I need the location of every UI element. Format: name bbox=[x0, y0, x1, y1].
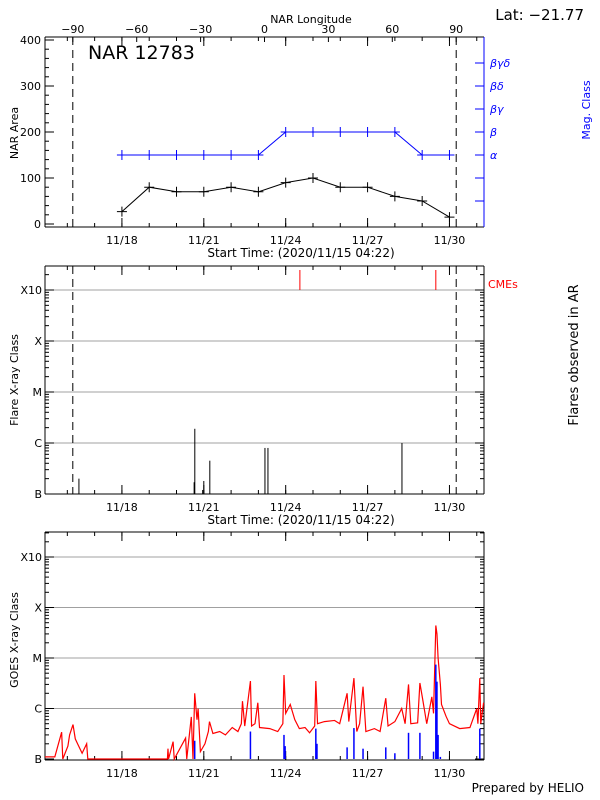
area-data-point bbox=[362, 182, 373, 193]
mag-class-data-point bbox=[280, 127, 291, 137]
flare-panel-tick-label: 11/18 bbox=[106, 501, 138, 514]
goes-panel-y-tick-label: X10 bbox=[20, 551, 42, 564]
area-y-tick-label: 0 bbox=[34, 218, 41, 231]
flare-panel-y-tick-label: X bbox=[34, 335, 42, 348]
mag-class-data-point bbox=[389, 127, 400, 137]
mag-class-data-point bbox=[335, 127, 346, 137]
area-panel-tick-label: 11/30 bbox=[434, 234, 466, 247]
area-data-point bbox=[389, 191, 400, 202]
longitude-tick-label: −60 bbox=[125, 23, 148, 36]
goes-panel-tick-label: 11/24 bbox=[270, 767, 302, 780]
area-panel-tick-label: 11/21 bbox=[188, 234, 220, 247]
region-title: NAR 12783 bbox=[88, 42, 195, 64]
flare-panel-y-tick-label: B bbox=[34, 488, 42, 501]
mag-class-tick-label: β bbox=[489, 126, 497, 139]
mag-class-data-point bbox=[144, 150, 155, 160]
cme-label: CMEs bbox=[488, 278, 518, 291]
x-axis-title-middle: Start Time: (2020/11/15 04:22) bbox=[207, 513, 394, 527]
area-axis-title: NAR Area bbox=[8, 107, 21, 159]
mag-class-data-point bbox=[417, 150, 428, 160]
flare-panel-tick-label: 11/27 bbox=[352, 501, 384, 514]
footer-credit: Prepared by HELIO bbox=[472, 781, 584, 795]
flare-panel-tick-label: 11/24 bbox=[270, 501, 302, 514]
area-data-point bbox=[417, 196, 428, 206]
mag-class-data-point bbox=[226, 150, 237, 160]
longitude-tick-label: 90 bbox=[449, 23, 463, 36]
mag-class-tick-label: βγδ bbox=[489, 57, 511, 70]
longitude-tick-label: 30 bbox=[321, 23, 335, 36]
goes-panel-tick-label: 11/18 bbox=[106, 767, 138, 780]
mag-class-tick-label: βδ bbox=[489, 80, 504, 93]
mag-class-data-point bbox=[444, 150, 455, 160]
area-panel-tick-label: 11/24 bbox=[270, 234, 302, 247]
flare-panel-tick-label: 11/30 bbox=[434, 501, 466, 514]
mag-class-data-point bbox=[116, 150, 127, 160]
area-data-point bbox=[171, 186, 182, 197]
area-y-tick-label: 300 bbox=[20, 80, 41, 93]
mag-class-data-point bbox=[362, 127, 373, 137]
goes-panel-tick-label: 11/30 bbox=[434, 767, 466, 780]
area-data-point bbox=[198, 186, 209, 197]
goes-panel-y-tick-label: X bbox=[34, 602, 42, 615]
longitude-tick-label: 60 bbox=[385, 23, 399, 36]
goes-panel-tick-label: 11/21 bbox=[188, 767, 220, 780]
flare-panel-y-tick-label: C bbox=[34, 437, 42, 450]
goes-panel-y-tick-label: M bbox=[33, 652, 43, 665]
latitude-label: Lat: −21.77 bbox=[495, 6, 584, 24]
area-y-tick-label: 200 bbox=[20, 126, 41, 139]
goes-axis-title: GOES X-ray Class bbox=[8, 592, 21, 688]
x-axis-title-top: Start Time: (2020/11/15 04:22) bbox=[207, 246, 394, 260]
goes-panel-tick-label: 11/27 bbox=[352, 767, 384, 780]
longitude-tick-label: 0 bbox=[261, 23, 268, 36]
goes-panel-y-tick-label: C bbox=[34, 703, 42, 716]
area-data-point bbox=[335, 182, 346, 193]
top-axis-title: NAR Longitude bbox=[270, 13, 352, 26]
mag-class-data-point bbox=[307, 127, 318, 137]
area-panel-tick-label: 11/27 bbox=[352, 234, 384, 247]
longitude-tick-label: −90 bbox=[61, 23, 84, 36]
area-data-point bbox=[444, 212, 455, 223]
longitude-tick-label: −30 bbox=[189, 23, 212, 36]
area-data-point bbox=[226, 182, 237, 193]
mag-class-tick-label: α bbox=[490, 149, 498, 162]
area-data-point bbox=[280, 177, 291, 188]
area-y-tick-label: 400 bbox=[20, 34, 41, 47]
flare-panel-y-tick-label: X10 bbox=[20, 284, 42, 297]
mag-class-data-point bbox=[198, 150, 209, 160]
mag-class-tick-label: βγ bbox=[489, 103, 504, 116]
area-y-tick-label: 100 bbox=[20, 172, 41, 185]
area-data-point bbox=[144, 182, 155, 193]
area-panel-tick-label: 11/18 bbox=[106, 234, 138, 247]
area-data-point bbox=[116, 206, 127, 217]
mag-class-data-point bbox=[253, 150, 264, 160]
flare-panel-y-tick-label: M bbox=[33, 386, 43, 399]
mag-class-data-point bbox=[171, 150, 182, 160]
goes-long-channel-line bbox=[45, 625, 485, 762]
flares-observed-axis-title: Flares observed in AR bbox=[567, 284, 582, 425]
goes-panel-y-tick-label: B bbox=[34, 753, 42, 766]
area-data-point bbox=[307, 173, 318, 183]
flare-panel-tick-label: 11/21 bbox=[188, 501, 220, 514]
flare-axis-title: Flare X-ray Class bbox=[8, 334, 21, 426]
area-data-point bbox=[253, 186, 264, 197]
mag-class-axis-title: Mag. Class bbox=[580, 80, 593, 139]
